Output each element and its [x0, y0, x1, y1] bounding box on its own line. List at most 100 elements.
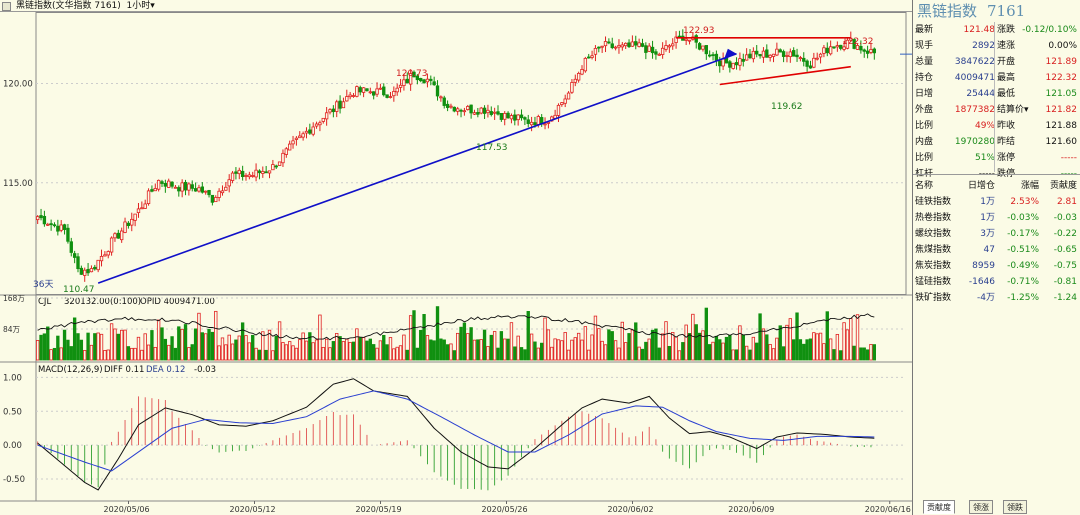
- candle-body: [351, 95, 356, 97]
- column-header[interactable]: 涨幅: [1020, 181, 1039, 191]
- candle-body: [291, 140, 295, 145]
- candle-body: [180, 182, 184, 192]
- table-row[interactable]: 硅铁指数 1万 2.53% 2.81: [913, 194, 1080, 210]
- column-header[interactable]: 名称: [915, 181, 934, 191]
- candle-body: [701, 45, 705, 50]
- open-interest-change: -4万: [977, 293, 995, 303]
- quote-row: 现手 2892 速涨 0.00%: [913, 38, 1080, 54]
- candle-body: [610, 43, 614, 49]
- candle-body: [251, 175, 255, 177]
- volume-bar: [415, 347, 420, 361]
- volume-bar: [153, 346, 157, 361]
- component-name: 锰硅指数: [915, 277, 952, 287]
- candle-body: [728, 61, 732, 68]
- candle-body: [805, 60, 809, 67]
- tab-contribution[interactable]: 贡献度: [923, 500, 955, 514]
- tab-gainers[interactable]: 领涨: [969, 500, 993, 514]
- volume-bar: [845, 329, 850, 361]
- volume-bar: [234, 339, 238, 361]
- table-row[interactable]: 锰硅指数 -1646 -0.71% -0.81: [913, 274, 1080, 290]
- change-percent: -0.17%: [1007, 229, 1039, 239]
- volume-bar: [39, 334, 43, 361]
- candle-body: [167, 180, 171, 188]
- candle-body: [274, 165, 278, 168]
- volume-bar: [808, 338, 813, 361]
- volume-bar: [361, 337, 366, 361]
- candle-body: [267, 170, 272, 174]
- volume-bar: [570, 339, 574, 361]
- candle-body: [109, 237, 114, 253]
- candle-body: [204, 190, 208, 193]
- candle-body: [758, 54, 762, 57]
- quote-value: 51%: [974, 153, 995, 163]
- open-interest-change: 8959: [972, 261, 995, 271]
- volume-bar: [288, 341, 292, 361]
- volume-bar: [849, 318, 853, 361]
- volume-bar: [708, 344, 712, 361]
- candle-body: [839, 44, 843, 49]
- x-tick-label: 2020/05/06: [104, 505, 150, 514]
- period-selector[interactable]: 1小时▾: [126, 1, 155, 11]
- volume-bar: [486, 346, 490, 361]
- volume-bar: [143, 333, 147, 361]
- candle-body: [748, 53, 752, 59]
- table-row[interactable]: 焦煤指数 47 -0.51% -0.65: [913, 242, 1080, 258]
- candle-body: [704, 45, 708, 55]
- table-row[interactable]: 螺纹指数 3万 -0.17% -0.22: [913, 226, 1080, 242]
- volume-bar: [271, 350, 275, 361]
- column-header[interactable]: 贡献度: [1049, 181, 1077, 191]
- candle-body: [120, 230, 124, 241]
- volume-bar: [163, 338, 168, 361]
- column-header[interactable]: 日增仓: [967, 181, 995, 191]
- volume-bar: [348, 342, 352, 361]
- candle-body: [156, 179, 161, 190]
- y-tick-label: 0.50: [3, 407, 22, 417]
- volume-bar: [499, 331, 504, 361]
- candle-body: [193, 188, 198, 192]
- y-tick-label: 115.00: [3, 179, 33, 189]
- volume-bar: [627, 333, 631, 361]
- table-row[interactable]: 铁矿指数 -4万 -1.25% -1.24: [913, 290, 1080, 306]
- kline-chart-area[interactable]: 120.00 115.00 122.93 122.32 120.73 117.53 119.…: [0, 12, 912, 515]
- quote-label: 涨停: [997, 153, 1016, 163]
- candle-body: [432, 81, 436, 86]
- volume-bar: [388, 337, 393, 361]
- candle-body: [277, 161, 282, 166]
- candle-body: [825, 47, 829, 54]
- volume-bar: [227, 334, 231, 361]
- quote-panel: 黑链指数 7161 最新 121.48 涨跌 -0.12/0.10% 现手 2892 速涨 0.…: [912, 0, 1080, 515]
- candle-body: [244, 175, 248, 177]
- candle-body: [526, 119, 530, 124]
- menu-square-icon[interactable]: [2, 2, 11, 11]
- volume-bar: [620, 321, 624, 361]
- volume-bar: [180, 328, 184, 361]
- table-row[interactable]: 焦炭指数 8959 -0.49% -0.75: [913, 258, 1080, 274]
- table-row[interactable]: 热卷指数 1万 -0.03% -0.03: [913, 210, 1080, 226]
- x-tick-label: 2020/06/16: [865, 505, 911, 514]
- volume-bar: [318, 314, 322, 361]
- volume-bar: [731, 349, 735, 361]
- volume-bar: [462, 322, 467, 361]
- candle-body: [415, 75, 420, 81]
- volume-legend: 320132.00(0:100): [64, 297, 141, 307]
- volume-bar: [607, 329, 611, 361]
- candle-body: [301, 133, 305, 138]
- quote-label: 内盘: [915, 137, 934, 147]
- candle-body: [197, 187, 201, 192]
- y-tick-label: 0.00: [3, 441, 22, 451]
- quote-row: 日增 25444 最低 121.05: [913, 86, 1080, 102]
- volume-bar: [214, 310, 218, 361]
- quote-label: 比例: [915, 153, 934, 163]
- volume-bar: [781, 346, 786, 361]
- tab-losers[interactable]: 领跌: [1003, 500, 1027, 514]
- candle-body: [647, 45, 651, 52]
- volume-bar: [345, 338, 349, 361]
- volume-bar: [674, 336, 678, 361]
- volume-bar: [408, 315, 413, 361]
- open-interest-change: 1万: [980, 213, 995, 223]
- quote-grid: 最新 121.48 涨跌 -0.12/0.10% 现手 2892 速涨 0.00% 总量 3847…: [913, 22, 1080, 182]
- candle-body: [449, 105, 453, 108]
- y-tick-label: 168万: [3, 294, 25, 303]
- candle-body: [96, 259, 100, 271]
- candle-body: [697, 43, 702, 50]
